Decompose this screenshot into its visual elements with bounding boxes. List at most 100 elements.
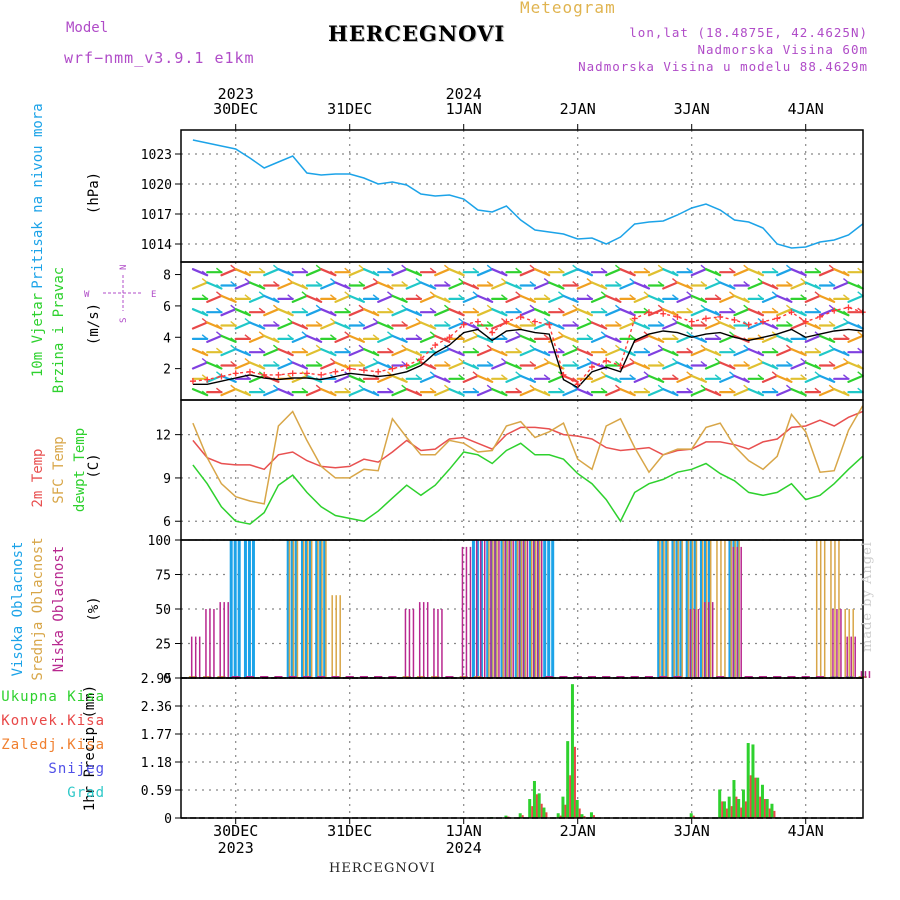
wind-barb-head <box>301 283 308 290</box>
wind-barb-head <box>629 350 636 356</box>
cloud-bar <box>321 540 323 678</box>
wind-barb <box>647 308 665 317</box>
cloud-bar <box>644 676 653 678</box>
wind-barb <box>248 361 266 370</box>
wind-barb <box>533 348 551 357</box>
wind-barb <box>676 321 693 330</box>
wind-barb-head <box>358 337 365 343</box>
precip-conv-bar <box>531 806 534 818</box>
wind-barb-head <box>244 350 251 356</box>
temp-units: (C) <box>86 453 102 478</box>
wind-barb <box>662 281 679 290</box>
wind-gust-point <box>446 334 453 341</box>
wind-barb <box>377 361 394 370</box>
wind-barb-head <box>586 334 593 340</box>
wind-gust-point <box>232 370 239 377</box>
cloud-bar <box>864 671 867 678</box>
top-day-label: 3JAN <box>674 100 710 118</box>
wind-barb <box>590 281 608 290</box>
wind-barb <box>448 281 465 290</box>
wind-barb <box>519 294 537 303</box>
cloud-high-title: Visoka Oblacnost <box>10 542 26 677</box>
cloud-bar <box>412 609 415 678</box>
wind-barb-head <box>700 337 707 343</box>
wind-barb <box>833 361 850 370</box>
wind-barb-head <box>472 347 479 353</box>
wind-barb-head <box>714 270 721 276</box>
wind-barb-head <box>486 320 493 327</box>
wind-barb <box>263 294 280 303</box>
wind-barb <box>434 334 451 343</box>
wind-barb <box>576 361 594 370</box>
precip-conv-bar <box>730 806 733 818</box>
wind-barb <box>662 348 679 357</box>
wind-gust-point <box>318 371 325 378</box>
cloud-bar <box>441 609 443 678</box>
cloud-bar <box>661 540 665 678</box>
wind-barb <box>405 361 423 370</box>
wind-barb <box>662 388 679 397</box>
wind-barb-head <box>857 347 864 353</box>
wind-gust-point <box>731 317 738 324</box>
wind-barb-head <box>657 297 664 303</box>
wind-barb-head <box>486 280 493 287</box>
wind-barb <box>434 294 451 303</box>
wind-barb <box>434 348 451 357</box>
wind-barb <box>419 374 437 383</box>
wind-barb-head <box>686 323 693 330</box>
wind-barb <box>448 308 465 317</box>
wind-barb <box>548 374 565 383</box>
cloud-bar <box>469 546 472 678</box>
top-day-label: 1JAN <box>446 100 482 118</box>
wind-barb-head <box>401 337 408 343</box>
bottom-day-label: 3JAN <box>674 822 710 840</box>
cloud-bar <box>852 609 854 678</box>
cloud-bar <box>319 540 323 678</box>
wind-barb-head <box>714 350 721 356</box>
wind-barb-head <box>273 297 279 303</box>
wind-barb <box>462 374 480 383</box>
wind-barb <box>576 321 594 330</box>
wind-barb <box>334 361 351 370</box>
precip-conv-bar <box>545 812 548 818</box>
wind-barb <box>206 361 223 370</box>
wind-barb-head <box>714 390 721 396</box>
wind-barb <box>647 334 665 343</box>
wind-barb-head <box>472 283 479 290</box>
precip-tick-label: 0.59 <box>141 784 172 799</box>
wind-barb-head <box>472 387 479 393</box>
cloud-bar <box>540 540 543 678</box>
wind-barb <box>519 388 537 397</box>
cloud-bar <box>538 540 541 678</box>
wind-barb <box>833 281 850 290</box>
top-year-label: 2023 <box>218 85 254 103</box>
wind-barb-head <box>287 270 294 276</box>
cloud-bar <box>508 540 510 678</box>
wind-barb <box>605 294 622 303</box>
wind-barb <box>818 294 836 303</box>
wind-barb-head <box>586 294 593 300</box>
cloud-bar <box>528 540 532 678</box>
cloud-bar <box>536 540 539 678</box>
wind-gust-point <box>403 362 410 369</box>
precip-conv-bar <box>773 810 776 818</box>
wind-barb-head <box>700 360 707 367</box>
wind-barb <box>220 308 237 317</box>
wind-barb <box>790 361 807 370</box>
wind-barb <box>704 321 722 330</box>
wind-barb-head <box>729 323 735 330</box>
wind-gust-point <box>261 371 268 378</box>
wind-barb <box>847 321 864 330</box>
wind-barb-head <box>387 347 393 353</box>
wind-barb-head <box>757 294 764 300</box>
wind-barb <box>305 268 323 277</box>
wind-barb-head <box>629 374 636 380</box>
wind-barb-head <box>729 363 735 370</box>
wind-barb <box>533 308 551 317</box>
wind-barb <box>704 308 722 317</box>
wind-barb <box>761 294 779 303</box>
wind-barb-head <box>771 323 778 330</box>
wind-barb-head <box>458 390 465 396</box>
wind-barb <box>519 374 537 383</box>
wind-barb <box>263 308 280 317</box>
